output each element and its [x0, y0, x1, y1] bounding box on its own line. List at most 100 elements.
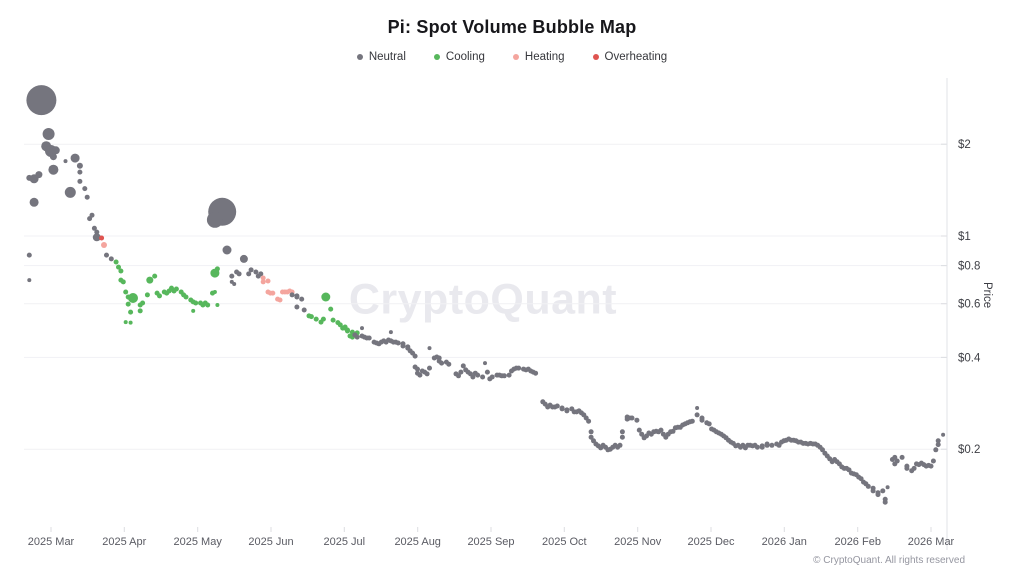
bubble-neutral[interactable] — [388, 330, 393, 335]
bubble-neutral[interactable] — [475, 372, 481, 378]
bubble-neutral[interactable] — [870, 488, 876, 494]
bubble-neutral[interactable] — [935, 442, 941, 448]
bubble-neutral[interactable] — [239, 254, 248, 263]
bubble-cooling[interactable] — [120, 279, 126, 285]
bubble-neutral[interactable] — [458, 369, 464, 375]
bubble-neutral[interactable] — [424, 371, 430, 377]
legend-item-heating[interactable]: Heating — [512, 51, 565, 63]
bubble-neutral[interactable] — [91, 225, 97, 231]
bubble-neutral[interactable] — [439, 360, 445, 366]
bubble-neutral[interactable] — [76, 162, 83, 169]
bubble-cooling[interactable] — [128, 309, 134, 315]
bubble-neutral[interactable] — [506, 372, 512, 378]
bubble-neutral[interactable] — [639, 431, 645, 437]
bubble-neutral[interactable] — [222, 245, 232, 255]
bubble-neutral[interactable] — [82, 186, 88, 192]
bubble-neutral[interactable] — [892, 454, 898, 460]
bubble-neutral[interactable] — [104, 252, 109, 258]
bubble-neutral[interactable] — [446, 361, 452, 367]
bubble-cooling[interactable] — [137, 302, 143, 308]
bubble-neutral[interactable] — [26, 252, 32, 258]
bubble-cooling[interactable] — [123, 320, 128, 325]
bubble-cooling[interactable] — [137, 308, 143, 314]
bubble-neutral[interactable] — [501, 373, 507, 379]
bubble-cooling[interactable] — [116, 264, 121, 270]
bubble-cooling[interactable] — [215, 303, 220, 307]
bubble-cooling[interactable] — [320, 316, 326, 322]
bubble-neutral[interactable] — [617, 442, 623, 448]
bubble-neutral[interactable] — [899, 454, 905, 460]
bubble-neutral[interactable] — [301, 307, 307, 313]
bubble-neutral[interactable] — [258, 271, 264, 277]
bubble-cooling[interactable] — [328, 306, 334, 312]
bubble-heating[interactable] — [265, 278, 271, 284]
bubble-neutral[interactable] — [694, 412, 700, 418]
bubble-neutral[interactable] — [294, 304, 300, 310]
bubble-neutral[interactable] — [92, 233, 101, 242]
bubble-cooling[interactable] — [191, 308, 196, 313]
bubble-cooling[interactable] — [113, 259, 119, 265]
bubble-neutral[interactable] — [695, 406, 700, 410]
bubble-neutral[interactable] — [636, 427, 642, 433]
bubble-neutral[interactable] — [588, 429, 594, 435]
bubble-neutral[interactable] — [911, 465, 917, 471]
bubble-neutral[interactable] — [480, 374, 486, 380]
bubble-neutral[interactable] — [456, 373, 461, 379]
bubble-heating[interactable] — [277, 297, 283, 303]
bubble-neutral[interactable] — [769, 442, 775, 448]
bubble-cooling[interactable] — [214, 266, 220, 272]
bubble-cooling[interactable] — [308, 314, 314, 320]
bubble-neutral[interactable] — [706, 421, 712, 427]
bubble-neutral[interactable] — [619, 429, 625, 435]
legend-item-neutral[interactable]: Neutral — [356, 51, 406, 63]
bubble-cooling[interactable] — [144, 292, 150, 298]
bubble-neutral[interactable] — [51, 146, 60, 155]
bubble-neutral[interactable] — [533, 370, 539, 376]
bubble-neutral[interactable] — [427, 365, 432, 371]
bubble-neutral[interactable] — [564, 408, 570, 414]
bubble-neutral[interactable] — [299, 296, 305, 302]
bubble-neutral[interactable] — [87, 216, 93, 222]
bubble-neutral[interactable] — [586, 418, 592, 424]
bubble-neutral[interactable] — [412, 353, 418, 359]
bubble-neutral[interactable] — [880, 488, 886, 494]
bubble-neutral[interactable] — [933, 447, 939, 453]
bubble-neutral[interactable] — [634, 417, 640, 423]
bubble-neutral[interactable] — [427, 346, 432, 351]
bubble-neutral[interactable] — [70, 153, 80, 163]
bubble-neutral[interactable] — [360, 326, 364, 331]
bubble-cooling[interactable] — [313, 316, 319, 322]
bubble-neutral[interactable] — [930, 458, 936, 464]
bubble-neutral[interactable] — [415, 366, 420, 372]
bubble-neutral[interactable] — [935, 438, 941, 444]
bubble-cooling[interactable] — [173, 286, 179, 292]
bubble-neutral[interactable] — [84, 194, 90, 200]
bubble-neutral[interactable] — [29, 197, 39, 207]
bubble-neutral[interactable] — [289, 292, 295, 298]
bubble-neutral[interactable] — [206, 211, 223, 228]
bubble-neutral[interactable] — [229, 273, 235, 279]
bubble-neutral[interactable] — [484, 369, 490, 375]
legend-item-cooling[interactable]: Cooling — [433, 51, 485, 63]
bubble-neutral[interactable] — [42, 128, 55, 140]
bubble-neutral[interactable] — [27, 278, 32, 283]
bubble-neutral[interactable] — [108, 256, 114, 262]
bubble-neutral[interactable] — [894, 458, 900, 464]
bubble-neutral[interactable] — [63, 159, 68, 164]
bubble-neutral[interactable] — [629, 415, 635, 421]
bubble-neutral[interactable] — [400, 343, 406, 349]
bubble-neutral[interactable] — [35, 171, 43, 179]
bubble-neutral[interactable] — [470, 374, 476, 380]
bubble-neutral[interactable] — [26, 85, 57, 116]
bubble-neutral[interactable] — [460, 363, 466, 369]
bubble-cooling[interactable] — [212, 290, 217, 294]
bubble-neutral[interactable] — [77, 178, 83, 184]
bubble-neutral[interactable] — [253, 269, 259, 275]
bubble-neutral[interactable] — [236, 271, 242, 277]
bubble-neutral[interactable] — [417, 372, 423, 378]
bubble-neutral[interactable] — [941, 432, 946, 437]
bubble-neutral[interactable] — [875, 492, 881, 498]
bubble-neutral[interactable] — [928, 463, 934, 469]
bubble-neutral[interactable] — [904, 465, 910, 471]
bubble-neutral[interactable] — [588, 434, 594, 440]
